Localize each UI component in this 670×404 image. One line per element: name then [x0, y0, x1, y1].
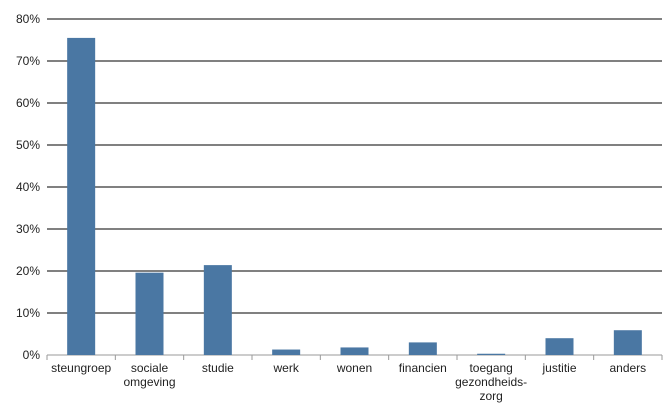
bar — [272, 349, 301, 355]
bar — [477, 353, 506, 355]
x-tick-label: financien — [399, 361, 447, 375]
x-axis — [46, 354, 663, 360]
x-tick-label: anders — [609, 361, 646, 375]
bar — [135, 272, 164, 355]
x-tick-label: steungroep — [51, 361, 111, 375]
x-tick-label-line: studie — [202, 361, 234, 375]
y-tick-label: 70% — [16, 54, 40, 68]
bar — [545, 338, 574, 355]
y-tick-label: 40% — [16, 180, 40, 194]
bar — [67, 37, 96, 356]
x-tick-label: toegang gezondheids-zorg — [455, 361, 527, 403]
y-tick-label: 0% — [23, 348, 41, 362]
y-tick-label: 10% — [16, 306, 40, 320]
x-tick-label-line: financien — [399, 361, 447, 375]
x-tick-label: justitie — [541, 361, 576, 375]
x-tick-label: sociale omgeving — [123, 361, 175, 389]
gridlines — [47, 18, 662, 314]
x-tick-label-line: anders — [609, 361, 646, 375]
y-tick-label: 60% — [16, 96, 40, 110]
bar — [340, 347, 369, 355]
x-tick-label: wonen — [336, 361, 372, 375]
bar — [203, 265, 232, 355]
bars — [67, 37, 642, 356]
x-tick-label-line: zorg — [479, 389, 502, 403]
bar — [613, 330, 642, 355]
y-tick-label: 20% — [16, 264, 40, 278]
x-tick-label-line: steungroep — [51, 361, 111, 375]
x-tick-label: werk — [272, 361, 299, 375]
x-axis-tick-labels: steungroep sociale omgeving studie werk wonen… — [51, 361, 646, 403]
x-tick-label-line: toegang — [469, 361, 512, 375]
x-tick-label-line: justitie — [541, 361, 576, 375]
bar — [408, 342, 437, 355]
y-tick-label: 50% — [16, 138, 40, 152]
y-tick-label: 30% — [16, 222, 40, 236]
x-tick-label-line: wonen — [336, 361, 372, 375]
x-tick-label-line: omgeving — [123, 375, 175, 389]
x-tick-label-line: gezondheids- — [455, 375, 527, 389]
x-tick-label: studie — [202, 361, 234, 375]
y-axis-tick-labels: 0% 10% 20% 30% 40% 50% 60% 70% 80% — [16, 12, 40, 362]
x-tick-label-line: werk — [272, 361, 299, 375]
x-tick-label-line: sociale — [131, 361, 169, 375]
y-tick-label: 80% — [16, 12, 40, 26]
